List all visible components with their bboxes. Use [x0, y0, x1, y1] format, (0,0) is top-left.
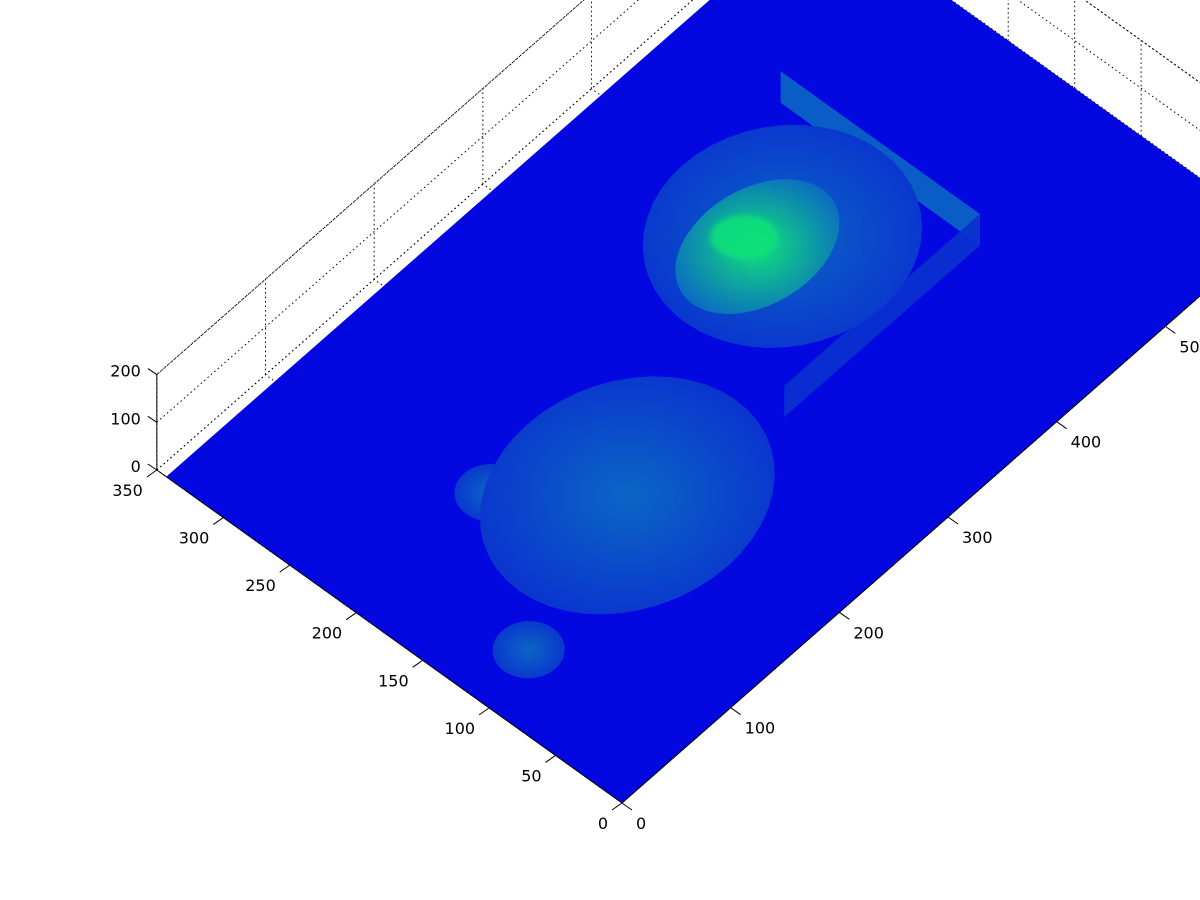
x-tick-mark [611, 802, 623, 811]
x-tick-label: 0 [598, 814, 608, 833]
z-tick-mark [147, 415, 158, 423]
x-tick-mark [279, 564, 291, 573]
y-tick-mark [621, 802, 633, 811]
x-tick-label: 150 [378, 671, 409, 690]
grid-line [156, 0, 639, 423]
y-tick-label: 100 [745, 719, 776, 738]
y-tick-label: 0 [636, 814, 646, 833]
z-tick-mark [147, 463, 158, 471]
y-tick-label: 300 [962, 528, 993, 547]
cat-surface [454, 71, 980, 679]
x-tick-mark [213, 517, 224, 525]
y-tick-mark [730, 707, 741, 716]
y-tick-mark [1165, 325, 1176, 334]
y-tick-label: 400 [1071, 433, 1102, 452]
z-tick-label: 0 [131, 457, 141, 476]
x-tick-mark [146, 469, 158, 478]
y-axis-ticks: 0100200300400500600 [621, 325, 1200, 833]
cat-head [480, 376, 775, 615]
grid-line [156, 0, 585, 375]
y-tick-label: 200 [853, 623, 884, 642]
z-tick-label: 200 [110, 362, 141, 381]
z-tick-label: 100 [110, 409, 141, 428]
x-tick-label: 350 [112, 481, 143, 500]
x-tick-mark [345, 612, 357, 621]
y-tick-mark [839, 611, 850, 620]
y-tick-mark [947, 516, 959, 525]
x-tick-label: 250 [245, 576, 276, 595]
x-axis-ticks: 0 50 100 150 200 250 300 350 [112, 469, 623, 833]
x-tick-label: 50 [521, 766, 541, 785]
paw-highlight [710, 215, 779, 260]
grid-line [1083, 0, 1200, 84]
x-axis-line [156, 469, 623, 804]
z-tick-mark [147, 368, 158, 375]
x-tick-label: 200 [312, 624, 343, 643]
x-tick-mark [545, 755, 556, 763]
cat-ear-left [492, 621, 565, 679]
x-tick-label: 100 [445, 719, 476, 738]
x-tick-mark [478, 707, 490, 716]
body-front-wall [784, 214, 980, 418]
y-tick-mark [1056, 421, 1067, 430]
grid-line [1017, 0, 1200, 131]
grid-line [156, 0, 694, 471]
z-axis-ticks: 0 100 200 [110, 362, 158, 476]
y-tick-label: 500 [1179, 337, 1200, 356]
x-tick-label: 300 [179, 529, 210, 548]
x-tick-mark [412, 659, 423, 668]
